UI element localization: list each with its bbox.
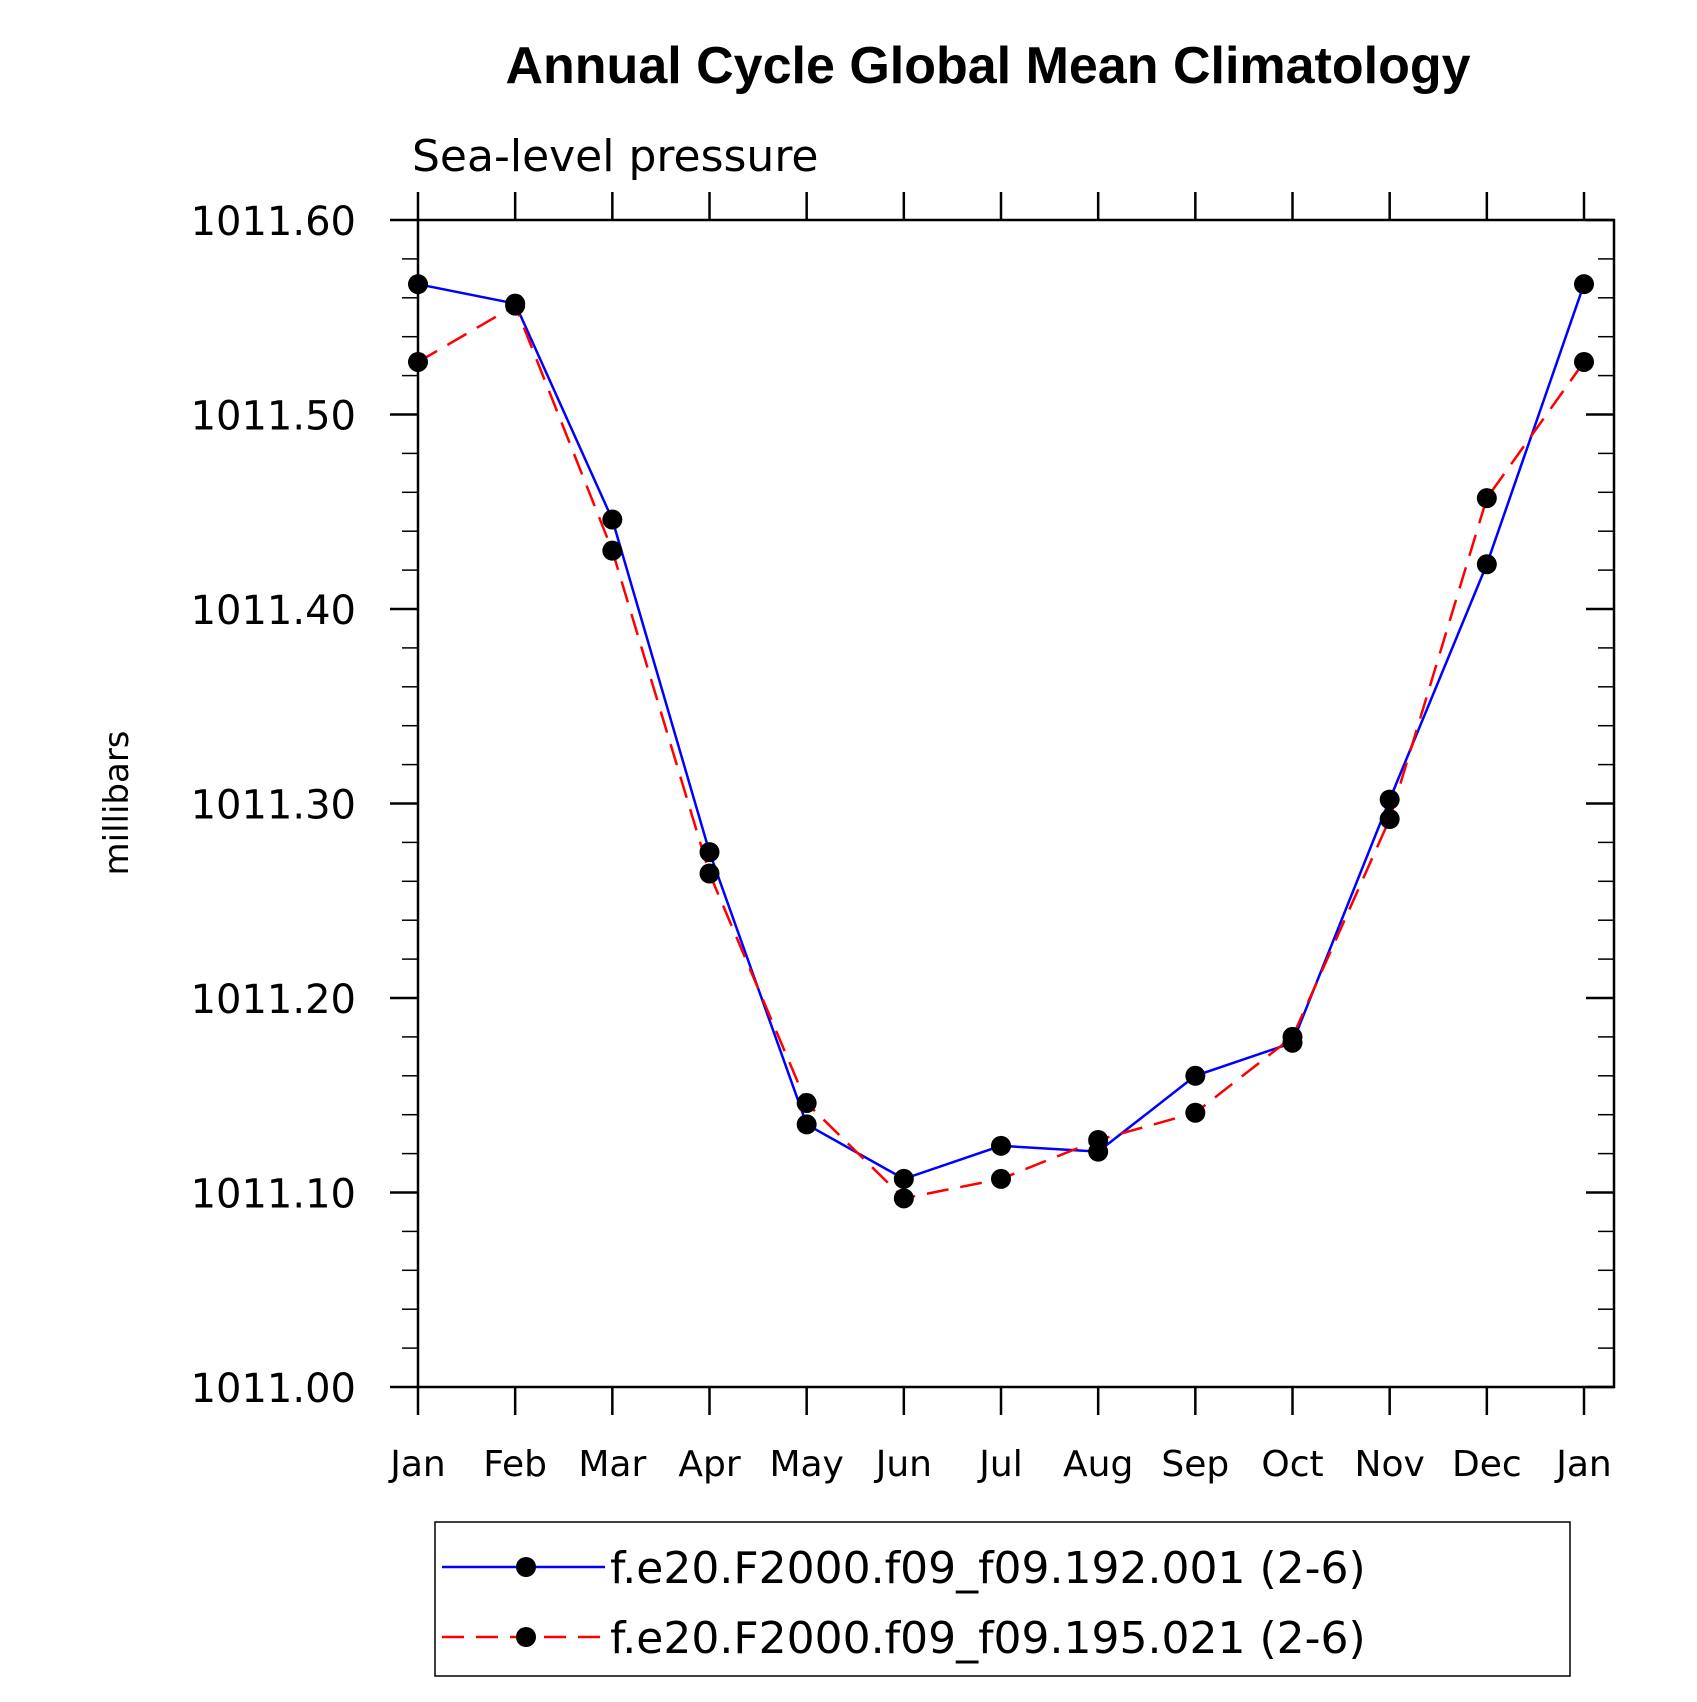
data-point-series-1 <box>1574 274 1594 295</box>
data-point-series-2 <box>505 295 526 316</box>
x-tick-label: Feb <box>483 1444 547 1485</box>
data-point-series-2 <box>602 540 623 561</box>
y-tick-label: 1011.10 <box>191 1172 356 1218</box>
data-point-series-2 <box>1282 1026 1303 1047</box>
data-point-series-2 <box>1379 809 1400 830</box>
data-point-series-1 <box>1476 554 1497 575</box>
x-tick-label: Apr <box>678 1444 740 1485</box>
y-tick-label: 1011.30 <box>191 783 356 829</box>
data-point-series-2 <box>1185 1102 1206 1123</box>
x-tick-label: Oct <box>1261 1444 1323 1485</box>
x-tick-label: May <box>769 1444 843 1485</box>
y-axis-label: millibars <box>97 730 137 875</box>
series-line-1 <box>417 282 1586 1181</box>
y-tick-label: 1011.40 <box>191 588 356 634</box>
legend-marker-series-2 <box>516 1627 536 1647</box>
x-tick-label: Jul <box>977 1444 1022 1485</box>
data-point-series-1 <box>991 1135 1011 1156</box>
x-tick-label: Jan <box>1554 1444 1612 1485</box>
data-point-series-1 <box>796 1114 817 1135</box>
chart-subtitle: Sea-level pressure <box>412 131 819 182</box>
x-tick-label: Mar <box>578 1444 646 1485</box>
x-tick-label: Jan <box>388 1444 446 1485</box>
y-tick-label: 1011.00 <box>191 1366 356 1412</box>
data-point-series-2 <box>408 351 428 372</box>
data-point-series-2 <box>1088 1129 1109 1150</box>
series-layer <box>408 274 1594 1209</box>
y-tick-label: 1011.20 <box>191 977 356 1023</box>
axes: Jan Feb Mar Apr May Jun Jul Aug Sep Oct Nov Dec Jan 1… <box>191 192 1616 1485</box>
data-point-series-2 <box>1574 351 1594 372</box>
data-point-series-2 <box>1476 488 1497 509</box>
data-point-series-2 <box>796 1093 817 1114</box>
data-point-series-1 <box>408 274 428 295</box>
x-tick-label: Dec <box>1452 1444 1522 1485</box>
data-point-series-2 <box>699 863 720 884</box>
chart-title: Annual Cycle Global Mean Climatology <box>505 37 1470 95</box>
data-point-series-1 <box>1185 1065 1206 1086</box>
data-point-series-1 <box>699 842 720 863</box>
data-point-series-2 <box>991 1168 1011 1189</box>
y-tick-label: 1011.50 <box>191 394 356 440</box>
data-point-series-2 <box>893 1188 914 1209</box>
y-tick-label: 1011.60 <box>191 199 356 245</box>
x-tick-label: Aug <box>1063 1444 1133 1485</box>
legend-marker-series-1 <box>516 1557 536 1577</box>
legend-box <box>434 1521 1571 1677</box>
x-tick-label: Sep <box>1161 1444 1229 1485</box>
legend-label-series-1: f.e20.F2000.f09_f09.192.001 (2-6) <box>610 1543 1366 1594</box>
x-tick-label: Jun <box>874 1444 932 1485</box>
legend-label-series-2: f.e20.F2000.f09_f09.195.021 (2-6) <box>610 1613 1366 1664</box>
data-point-series-1 <box>602 509 623 530</box>
data-point-series-1 <box>893 1168 914 1189</box>
legend: f.e20.F2000.f09_f09.192.001 (2-6) f.e20.… <box>434 1521 1571 1677</box>
plot-frame <box>416 218 1616 1389</box>
data-point-series-1 <box>1379 789 1400 810</box>
x-tick-label: Nov <box>1355 1444 1425 1485</box>
